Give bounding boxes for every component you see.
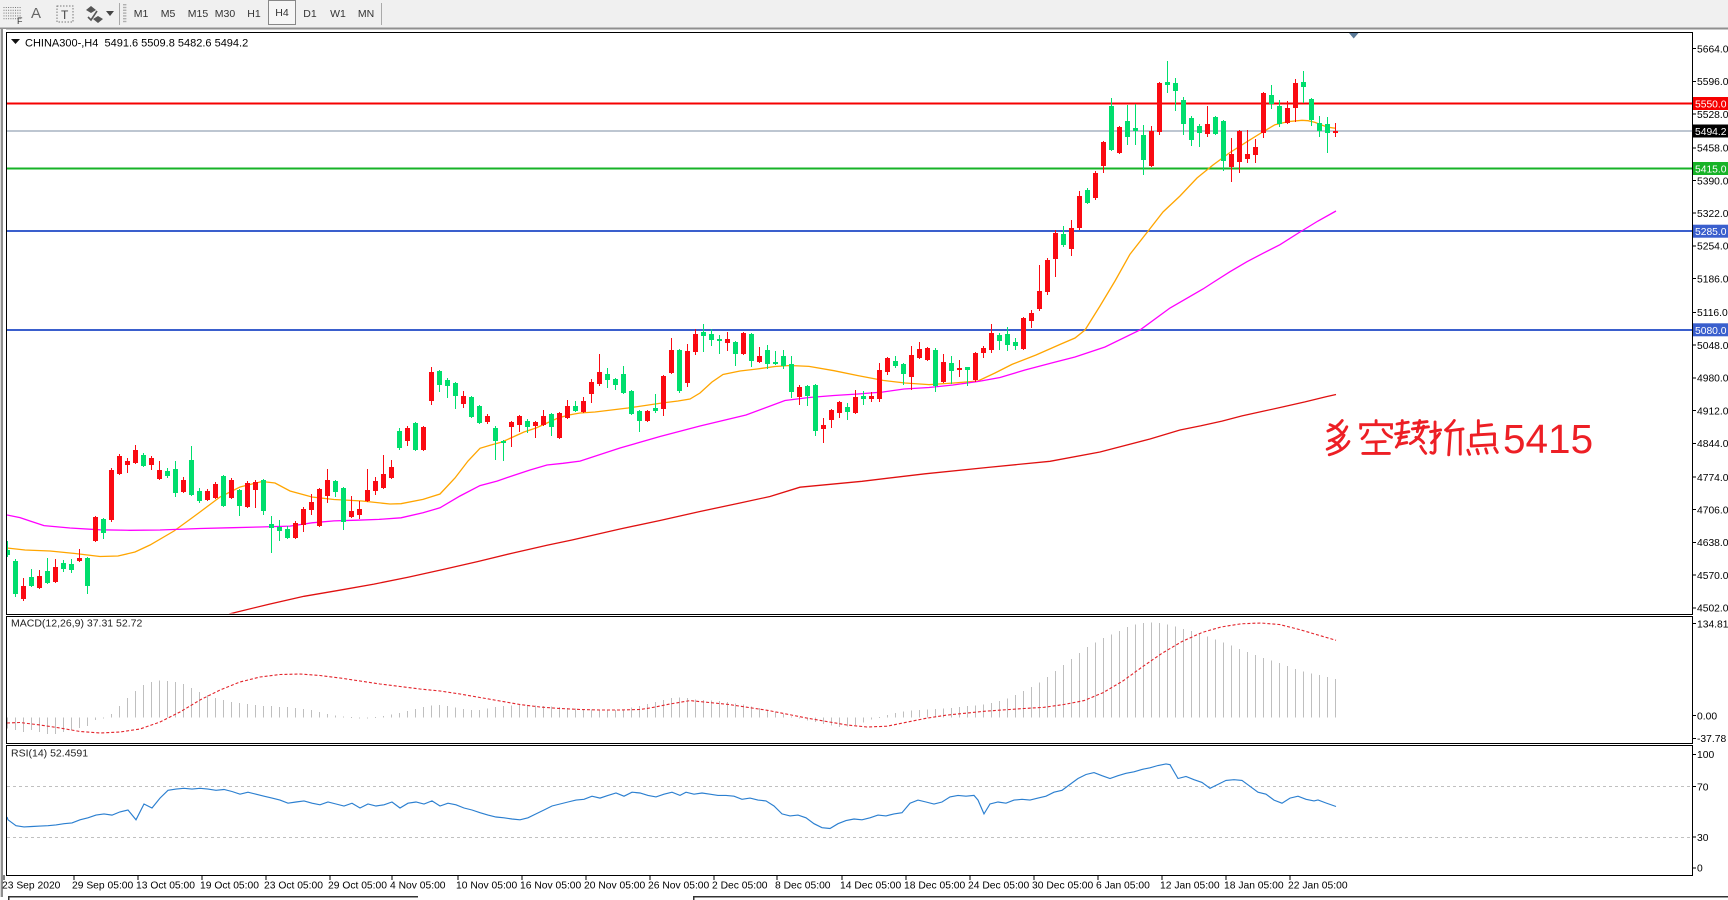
- svg-text:134.81: 134.81: [1697, 619, 1728, 630]
- svg-text:6 Jan 05:00: 6 Jan 05:00: [1096, 881, 1150, 892]
- svg-text:4706.0: 4706.0: [1697, 506, 1728, 517]
- svg-text:-37.78: -37.78: [1697, 734, 1726, 745]
- svg-text:5322.0: 5322.0: [1697, 209, 1728, 220]
- svg-text:5415: 5415: [1503, 416, 1593, 462]
- svg-text:4502.0: 4502.0: [1697, 604, 1728, 615]
- svg-text:16 Nov 05:00: 16 Nov 05:00: [520, 881, 582, 892]
- svg-text:4638.0: 4638.0: [1697, 538, 1728, 549]
- svg-text:4980.0: 4980.0: [1697, 374, 1728, 385]
- svg-text:4844.0: 4844.0: [1697, 439, 1728, 450]
- svg-text:4570.0: 4570.0: [1697, 571, 1728, 582]
- svg-text:5550.0: 5550.0: [1695, 100, 1727, 111]
- svg-text:T: T: [61, 8, 69, 22]
- svg-text:5528.0: 5528.0: [1697, 110, 1728, 121]
- svg-text:2 Dec 05:00: 2 Dec 05:00: [712, 881, 768, 892]
- svg-text:13 Oct 05:00: 13 Oct 05:00: [136, 881, 195, 892]
- svg-text:100: 100: [1697, 750, 1714, 761]
- svg-text:12 Jan 05:00: 12 Jan 05:00: [1160, 881, 1220, 892]
- svg-text:26 Nov 05:00: 26 Nov 05:00: [648, 881, 710, 892]
- svg-text:14 Dec 05:00: 14 Dec 05:00: [840, 881, 902, 892]
- svg-text:0.00: 0.00: [1697, 712, 1717, 723]
- svg-text:0: 0: [1697, 864, 1703, 875]
- svg-text:20 Nov 05:00: 20 Nov 05:00: [584, 881, 646, 892]
- svg-text:4774.0: 4774.0: [1697, 473, 1728, 484]
- svg-text:5048.0: 5048.0: [1697, 341, 1728, 352]
- svg-text:30: 30: [1697, 833, 1709, 844]
- svg-text:5494.2: 5494.2: [1695, 127, 1727, 138]
- svg-text:5254.0: 5254.0: [1697, 242, 1728, 253]
- svg-text:5458.0: 5458.0: [1697, 144, 1728, 155]
- svg-text:22 Jan 05:00: 22 Jan 05:00: [1288, 881, 1348, 892]
- svg-text:4 Nov 05:00: 4 Nov 05:00: [390, 881, 446, 892]
- svg-text:29 Sep 05:00: 29 Sep 05:00: [72, 881, 134, 892]
- svg-text:8 Dec 05:00: 8 Dec 05:00: [775, 881, 831, 892]
- svg-text:18 Jan 05:00: 18 Jan 05:00: [1224, 881, 1284, 892]
- svg-text:29 Oct 05:00: 29 Oct 05:00: [328, 881, 387, 892]
- svg-text:5116.0: 5116.0: [1697, 308, 1728, 319]
- svg-text:5390.0: 5390.0: [1697, 176, 1728, 187]
- svg-text:24 Dec 05:00: 24 Dec 05:00: [968, 881, 1030, 892]
- svg-text:5664.0: 5664.0: [1697, 44, 1728, 55]
- svg-text:23 Oct 05:00: 23 Oct 05:00: [264, 881, 323, 892]
- svg-text:MACD(12,26,9) 37.31 52.72: MACD(12,26,9) 37.31 52.72: [11, 618, 142, 630]
- svg-text:4912.0: 4912.0: [1697, 406, 1728, 417]
- svg-text:10 Nov 05:00: 10 Nov 05:00: [456, 881, 518, 892]
- svg-text:F: F: [17, 16, 23, 25]
- svg-text:5285.0: 5285.0: [1695, 227, 1727, 238]
- svg-text:5080.0: 5080.0: [1695, 326, 1727, 337]
- svg-text:RSI(14) 52.4591: RSI(14) 52.4591: [11, 748, 88, 760]
- svg-text:23 Sep 2020: 23 Sep 2020: [2, 881, 61, 892]
- svg-text:19 Oct 05:00: 19 Oct 05:00: [200, 881, 259, 892]
- svg-text:5186.0: 5186.0: [1697, 275, 1728, 286]
- svg-text:5415.0: 5415.0: [1695, 165, 1727, 176]
- svg-text:CHINA300-,H4 5491.6 5509.8 54: CHINA300-,H4 5491.6 5509.8 5482.6 5494.2: [25, 38, 248, 50]
- svg-text:70: 70: [1697, 782, 1709, 793]
- svg-text:30 Dec 05:00: 30 Dec 05:00: [1032, 881, 1094, 892]
- svg-text:18 Dec 05:00: 18 Dec 05:00: [904, 881, 966, 892]
- svg-text:5596.0: 5596.0: [1697, 77, 1728, 88]
